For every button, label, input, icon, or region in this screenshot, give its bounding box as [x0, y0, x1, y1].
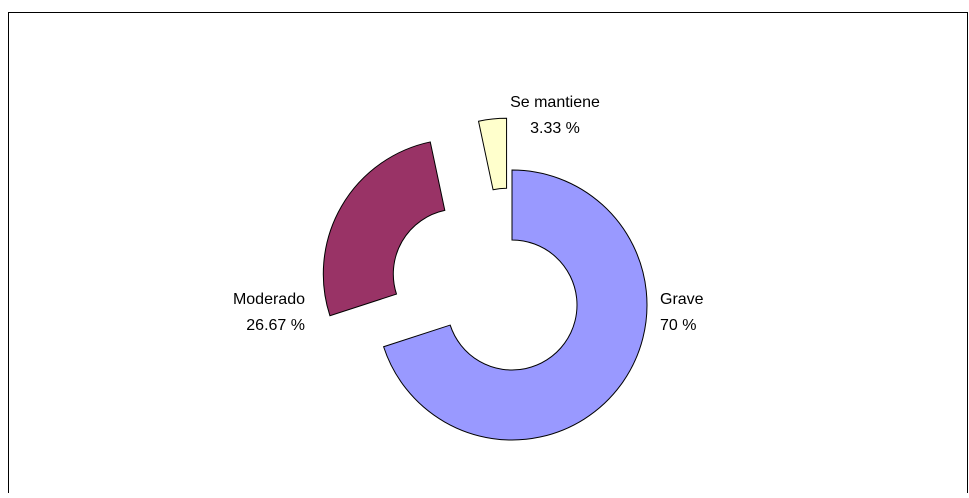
slice-label: Grave — [660, 291, 704, 308]
slice-value-label: 70 % — [660, 317, 696, 334]
donut-slice — [322, 141, 446, 317]
donut-slice — [477, 117, 508, 191]
slice-value-label: 3.33 % — [530, 120, 580, 137]
donut-slice — [382, 169, 648, 441]
slice-label: Se mantiene — [510, 94, 600, 111]
slice-label: Moderado — [233, 291, 305, 308]
slice-value-label: 26.67 % — [246, 317, 305, 334]
